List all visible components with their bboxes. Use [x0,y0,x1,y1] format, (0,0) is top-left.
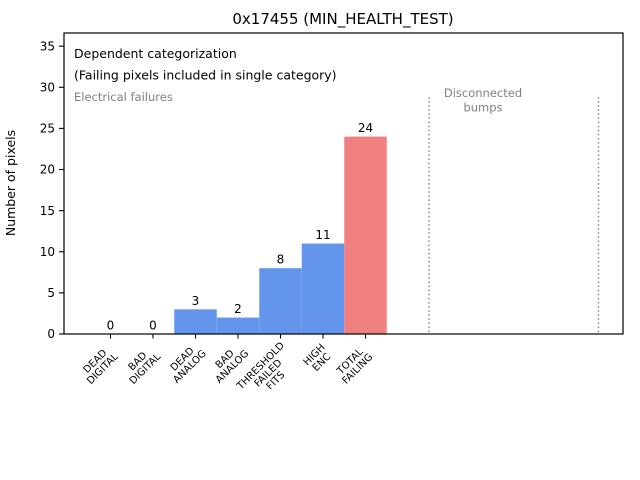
section-label-disconnected: Disconnected [444,86,522,100]
bar-value-label: 0 [107,319,115,333]
bar-value-label: 24 [358,121,373,135]
annotation-failing-pixels-note: (Failing pixels included in single categ… [74,68,337,83]
y-tick-label: 30 [40,80,55,94]
y-axis-label: Number of pixels [3,130,18,236]
bar [301,243,345,334]
bar [174,309,217,334]
plot-border [63,32,624,335]
bar [259,268,302,334]
bar [216,317,260,334]
bar-value-label: 0 [149,319,157,333]
bar [344,136,387,334]
y-tick-label: 25 [40,122,55,136]
bar-value-label: 3 [192,294,200,308]
y-tick-label: 5 [47,286,55,300]
annotation-dependent-categorization: Dependent categorization [74,46,237,61]
y-tick-label: 20 [40,163,55,177]
y-tick-label: 15 [40,204,55,218]
bars-layer [174,136,387,334]
bar-value-label: 2 [234,302,242,316]
y-tick-label: 0 [47,327,55,341]
chart-title: 0x17455 (MIN_HEALTH_TEST) [232,10,453,29]
y-tick-label: 35 [40,39,55,53]
section-label-bumps: bumps [463,101,502,115]
bar-value-label: 8 [277,253,285,267]
section-label-electrical-failures: Electrical failures [74,90,173,104]
bar-value-label: 11 [315,228,330,242]
y-tick-label: 10 [40,245,55,259]
